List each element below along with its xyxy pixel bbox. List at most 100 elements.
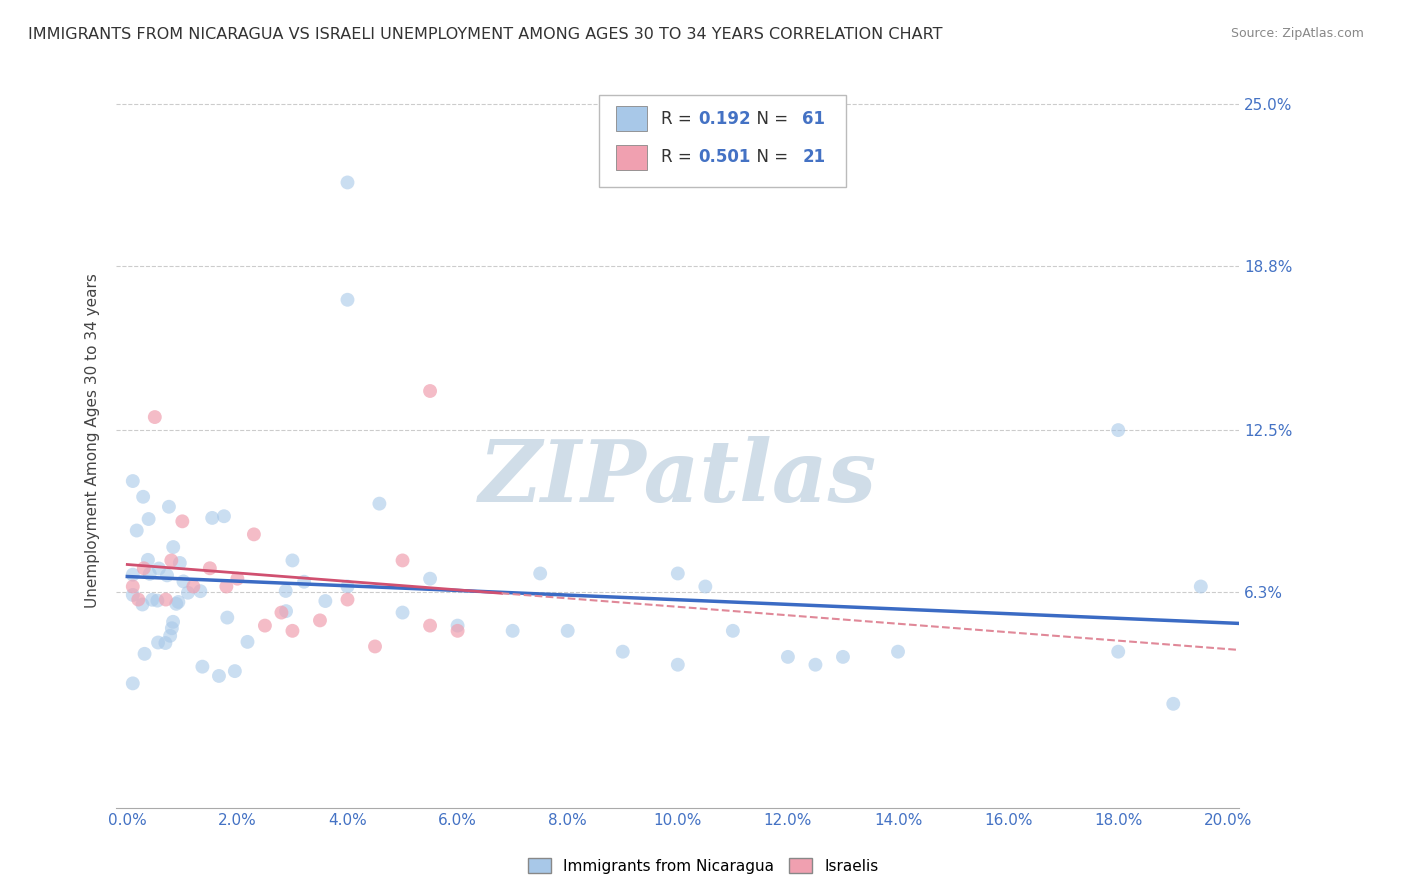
Point bbox=[368, 497, 391, 511]
Point bbox=[1107, 423, 1129, 437]
Legend: Immigrants from Nicaragua, Israelis: Immigrants from Nicaragua, Israelis bbox=[522, 852, 884, 880]
Point bbox=[236, 635, 259, 649]
Point bbox=[191, 659, 214, 673]
Point bbox=[776, 649, 799, 664]
Point bbox=[172, 514, 194, 528]
Point bbox=[212, 509, 235, 524]
Point bbox=[243, 527, 266, 541]
Point bbox=[167, 595, 190, 609]
Point bbox=[391, 606, 413, 620]
Point bbox=[141, 592, 163, 607]
Point bbox=[169, 556, 191, 570]
Point bbox=[155, 636, 177, 650]
Text: ZIPatlas: ZIPatlas bbox=[479, 435, 877, 519]
Point bbox=[121, 588, 143, 602]
FancyBboxPatch shape bbox=[616, 106, 648, 131]
Point bbox=[446, 618, 468, 632]
Point bbox=[215, 580, 238, 594]
Point bbox=[157, 500, 180, 514]
Point bbox=[198, 561, 221, 575]
Point bbox=[721, 624, 744, 638]
FancyBboxPatch shape bbox=[616, 145, 648, 169]
Text: 21: 21 bbox=[803, 148, 825, 166]
Point bbox=[281, 553, 304, 567]
Text: R =: R = bbox=[661, 110, 697, 128]
Point bbox=[201, 511, 224, 525]
Point bbox=[502, 624, 524, 638]
Point bbox=[1189, 580, 1212, 594]
Point bbox=[419, 384, 441, 398]
Text: IMMIGRANTS FROM NICARAGUA VS ISRAELI UNEMPLOYMENT AMONG AGES 30 TO 34 YEARS CORR: IMMIGRANTS FROM NICARAGUA VS ISRAELI UNE… bbox=[28, 27, 942, 42]
Point bbox=[281, 624, 304, 638]
Point bbox=[529, 566, 551, 581]
Point bbox=[127, 592, 149, 607]
Point bbox=[446, 624, 468, 638]
Point bbox=[419, 618, 441, 632]
Point bbox=[364, 640, 387, 654]
Point bbox=[224, 664, 246, 678]
Point bbox=[172, 574, 194, 589]
Point bbox=[125, 524, 148, 538]
Point bbox=[336, 580, 359, 594]
Text: 0.192: 0.192 bbox=[697, 110, 751, 128]
Point bbox=[121, 567, 143, 582]
Point bbox=[666, 566, 689, 581]
Text: N =: N = bbox=[747, 110, 794, 128]
FancyBboxPatch shape bbox=[599, 95, 846, 187]
Point bbox=[148, 561, 170, 575]
Point bbox=[1161, 697, 1184, 711]
Point bbox=[695, 580, 717, 594]
Point bbox=[832, 649, 855, 664]
Text: N =: N = bbox=[747, 148, 794, 166]
Point bbox=[253, 618, 276, 632]
Point bbox=[557, 624, 579, 638]
Text: 0.501: 0.501 bbox=[697, 148, 751, 166]
Point bbox=[183, 580, 205, 594]
Point bbox=[314, 594, 336, 608]
Point bbox=[887, 645, 910, 659]
Point bbox=[208, 669, 231, 683]
Point bbox=[162, 540, 184, 554]
Point bbox=[336, 293, 359, 307]
Point bbox=[159, 629, 181, 643]
Point bbox=[132, 490, 155, 504]
Point bbox=[309, 614, 332, 628]
Point bbox=[160, 553, 183, 567]
Point bbox=[132, 561, 155, 575]
Point bbox=[121, 474, 143, 488]
Text: 61: 61 bbox=[803, 110, 825, 128]
Point bbox=[1107, 645, 1129, 659]
Point bbox=[391, 553, 413, 567]
Point bbox=[226, 572, 249, 586]
Point bbox=[165, 597, 187, 611]
Point bbox=[121, 676, 143, 690]
Text: Source: ZipAtlas.com: Source: ZipAtlas.com bbox=[1230, 27, 1364, 40]
Point bbox=[121, 580, 143, 594]
Point bbox=[217, 610, 239, 624]
Point bbox=[155, 592, 177, 607]
Point bbox=[156, 568, 179, 582]
Point bbox=[146, 593, 169, 607]
Point bbox=[162, 615, 184, 629]
Point bbox=[136, 553, 159, 567]
Point bbox=[177, 585, 200, 599]
Point bbox=[160, 621, 183, 635]
Point bbox=[143, 410, 166, 425]
Point bbox=[138, 512, 160, 526]
Text: R =: R = bbox=[661, 148, 697, 166]
Point bbox=[188, 584, 211, 599]
Point bbox=[274, 604, 297, 618]
Point bbox=[146, 635, 169, 649]
Point bbox=[336, 592, 359, 607]
Point bbox=[134, 647, 156, 661]
Point bbox=[612, 645, 634, 659]
Point bbox=[292, 574, 315, 589]
Y-axis label: Unemployment Among Ages 30 to 34 years: Unemployment Among Ages 30 to 34 years bbox=[86, 273, 100, 608]
Point bbox=[138, 566, 160, 581]
Point bbox=[131, 598, 153, 612]
Point bbox=[274, 584, 297, 599]
Point bbox=[270, 606, 292, 620]
Point bbox=[419, 572, 441, 586]
Point bbox=[336, 176, 359, 190]
Point bbox=[666, 657, 689, 672]
